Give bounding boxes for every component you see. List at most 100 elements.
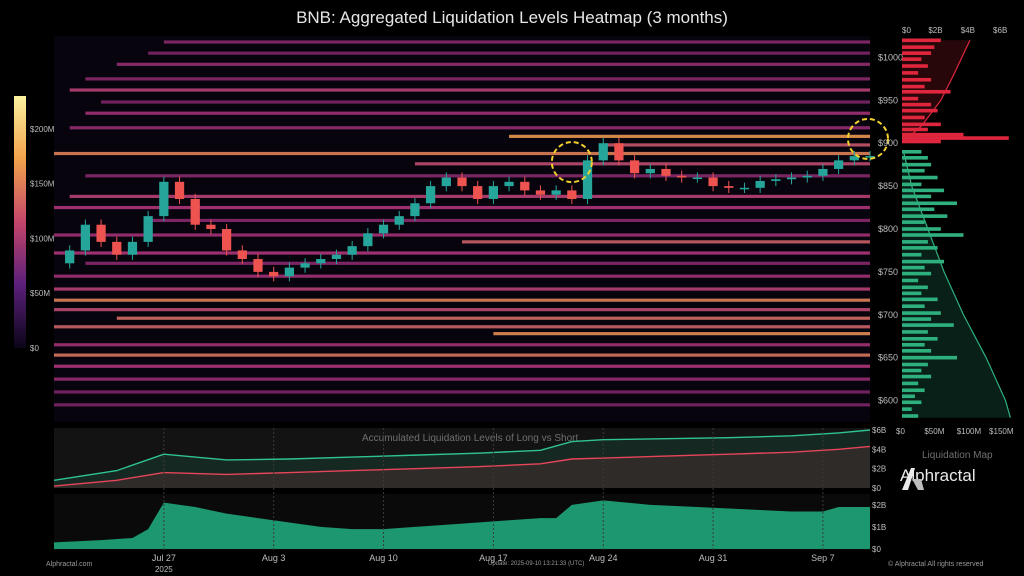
long-liq-bar	[902, 201, 957, 206]
long-liq-bar	[902, 381, 919, 386]
long-liq-bar	[902, 207, 935, 212]
liqmap-bottom-label: $150M	[989, 427, 1014, 436]
bottom-tick-label: $2B	[872, 501, 886, 510]
candle-body	[849, 156, 859, 161]
accumulated-tick-label: $6B	[872, 426, 886, 435]
highlight-circle	[847, 117, 889, 160]
long-liq-bar	[902, 220, 925, 224]
heat-band	[116, 316, 871, 320]
heat-band	[85, 77, 870, 81]
accumulated-short-line	[53, 445, 871, 487]
candle-body	[316, 259, 326, 264]
long-liq-bar	[902, 362, 928, 367]
footer-rights: © Alphractal All rights reserved	[888, 561, 984, 568]
heatmap-background	[54, 36, 870, 422]
candle-body	[331, 254, 342, 260]
x-tick-label: Aug 10	[369, 553, 398, 563]
cumulative-long-line-fill	[902, 151, 1011, 418]
heat-band	[54, 377, 870, 381]
heat-band	[54, 298, 870, 302]
long-liq-bar	[902, 368, 922, 373]
chart-title: BNB: Aggregated Liquidation Levels Heatm…	[296, 8, 728, 27]
short-liq-bar	[902, 57, 922, 61]
heat-band	[509, 134, 870, 138]
long-liq-bar	[902, 407, 912, 411]
long-liq-bar	[902, 227, 941, 231]
candle-body	[425, 186, 436, 204]
x-tick-label: Aug 31	[699, 553, 728, 563]
candle-body	[206, 224, 216, 229]
short-liq-bar	[902, 115, 925, 120]
short-liq-bar	[902, 102, 932, 107]
long-liq-bar	[902, 246, 938, 250]
accumulated-title: Accumulated Liquidation Levels of Long v…	[362, 433, 578, 444]
short-liq-bar	[902, 139, 941, 144]
heatmap-axes: $1000 $950 $900 $850 $800 $750 $700 $650 $600 $20…	[30, 52, 903, 405]
candle-body	[300, 263, 310, 268]
long-liq-bar	[902, 188, 945, 193]
candle-body	[708, 177, 718, 187]
heat-band	[603, 143, 870, 147]
liquidation-map: $0 $2B $4B $6B $0 $50M $100M $150M Liquidation M…	[896, 26, 1014, 461]
long-liq-bar	[902, 252, 922, 257]
liqmap-top-label: $4B	[961, 26, 975, 35]
heat-band	[69, 88, 870, 92]
candle-body	[802, 175, 812, 178]
heat-band	[414, 162, 870, 166]
candle-body	[96, 224, 106, 242]
short-liq-bar	[902, 77, 932, 82]
candle-body	[488, 186, 499, 199]
short-liq-bar	[902, 127, 928, 132]
long-liq-bar	[902, 168, 925, 173]
accumulated-tick-label: $0	[872, 484, 881, 493]
candle-body	[755, 180, 765, 188]
candle-body	[127, 241, 138, 255]
long-liq-bar	[902, 304, 925, 308]
candle-body	[143, 216, 153, 242]
long-liq-bar	[902, 175, 938, 180]
price-tick-label: $1000	[878, 52, 903, 62]
liqmap-top-label: $0	[902, 26, 911, 35]
heat-band	[54, 233, 870, 237]
x-tick-label: Aug 3	[262, 553, 286, 563]
long-liq-bar	[902, 259, 945, 264]
long-liq-bar	[902, 194, 932, 199]
candle-body	[692, 177, 703, 180]
liqmap-bottom-label: $50M	[924, 427, 944, 436]
heat-band	[54, 308, 870, 312]
liquidation-map-title: Liquidation Map	[922, 450, 993, 461]
candle-body	[771, 179, 781, 181]
colorbar-label: $200M	[30, 125, 55, 134]
brand-logo: Alphractal	[900, 466, 976, 490]
bottom-area-chart: $2B $1B $0	[54, 500, 886, 554]
price-tick-label: $700	[878, 310, 898, 320]
accumulated-long-line	[53, 429, 871, 481]
heat-band	[69, 194, 870, 199]
candle-body	[865, 156, 875, 158]
short-liq-bar	[902, 122, 941, 127]
heat-band	[54, 325, 870, 329]
heat-band	[85, 261, 870, 265]
liqmap-bottom-label: $0	[896, 427, 905, 436]
heat-band	[462, 240, 870, 244]
colorbar-label: $100M	[30, 234, 55, 243]
candle-body	[221, 229, 232, 251]
candle-body	[284, 267, 295, 277]
heat-band	[85, 111, 870, 115]
heat-band	[85, 174, 870, 178]
candle-body	[80, 224, 91, 251]
x-tick-label: Aug 17	[479, 553, 508, 563]
candle-body	[677, 175, 687, 178]
short-liq-bar	[902, 108, 938, 113]
heat-band	[148, 51, 871, 55]
colorbar-label: $50M	[30, 289, 50, 298]
candle-body	[237, 250, 247, 260]
candle-body	[724, 186, 734, 188]
price-candles	[65, 138, 875, 282]
price-tick-label: $600	[878, 396, 898, 406]
candle-body	[786, 177, 797, 180]
candle-body	[661, 168, 671, 176]
price-tick-label: $900	[878, 138, 898, 148]
long-liq-bar	[902, 162, 932, 167]
